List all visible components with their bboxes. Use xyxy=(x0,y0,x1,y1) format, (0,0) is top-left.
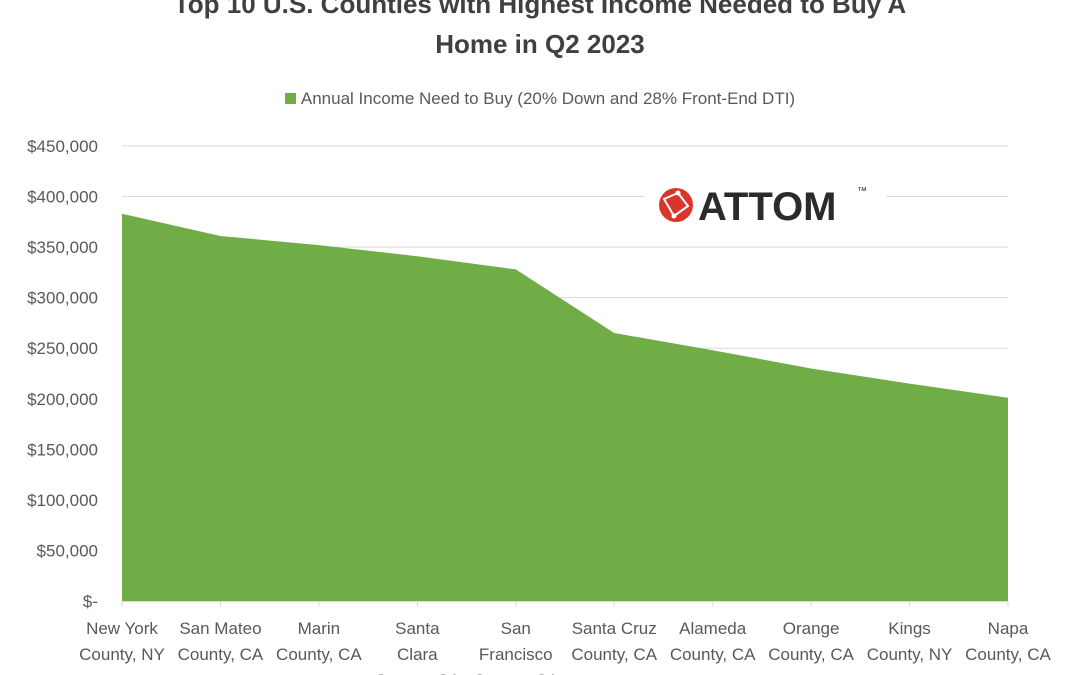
x-tick-label: Napa County, CA xyxy=(965,619,1051,664)
y-tick-label: $- xyxy=(83,592,98,611)
x-tick-label-line: San xyxy=(501,619,531,638)
x-tick-label-line: Orange xyxy=(783,619,840,638)
chart-legend: Annual Income Need to Buy (20% Down and … xyxy=(0,89,1080,109)
y-tick-label: $350,000 xyxy=(27,238,98,257)
x-tick-label-line: Clara xyxy=(397,645,438,664)
x-axis xyxy=(121,601,1009,607)
y-tick-label: $150,000 xyxy=(27,440,98,459)
logo-icon-node xyxy=(675,190,681,196)
attom-network-icon xyxy=(659,188,693,222)
x-tick-label: Orange County, CA xyxy=(768,619,854,664)
x-tick-label: Santa Cruz County, CA xyxy=(571,619,657,664)
y-axis-tick-labels: $- $50,000 $100,000 $150,000 $200,000 $250,00… xyxy=(27,137,98,611)
y-tick-label: $250,000 xyxy=(27,339,98,358)
x-tick-label-line: Kings xyxy=(888,619,931,638)
x-tick-label-line: County, CA xyxy=(473,671,559,675)
x-tick-label-line: County, CA xyxy=(965,645,1051,664)
x-tick-label: San Mateo County, CA xyxy=(178,619,264,664)
x-tick-label-line: New York xyxy=(86,619,158,638)
x-tick-label-line: San Mateo xyxy=(179,619,261,638)
x-tick-label: Alameda County, CA xyxy=(670,619,756,664)
chart-title-line-1: Top 10 U.S. Counties with Highest Income… xyxy=(173,0,907,19)
chart-title-line-2: Home in Q2 2023 xyxy=(435,29,645,59)
series-area xyxy=(121,213,1009,601)
x-tick-label: San Francisco County, CA xyxy=(473,619,559,675)
y-tick-label: $300,000 xyxy=(27,289,98,308)
x-tick-label: Santa Clara County, CA xyxy=(374,619,460,675)
x-tick-label-line: Napa xyxy=(988,619,1029,638)
logo-icon-node xyxy=(671,213,677,219)
x-tick-label: New York County, NY xyxy=(79,619,165,664)
x-tick-label-line: Alameda xyxy=(679,619,747,638)
logo-wordmark: ATTOM xyxy=(698,185,837,229)
x-tick-label-line: County, NY xyxy=(79,645,165,664)
x-tick-label-line: Marin xyxy=(298,619,341,638)
y-tick-label: $450,000 xyxy=(27,137,98,156)
legend-label: Annual Income Need to Buy (20% Down and … xyxy=(300,89,796,108)
y-tick-label: $100,000 xyxy=(27,491,98,510)
logo-trademark: ™ xyxy=(857,186,867,197)
x-tick-label-line: County, NY xyxy=(867,645,953,664)
logo-icon-network xyxy=(662,191,690,218)
y-tick-label: $200,000 xyxy=(27,390,98,409)
x-tick-label-line: County, CA xyxy=(670,645,756,664)
x-tick-label-line: Santa xyxy=(395,619,440,638)
x-tick-label-line: County, CA xyxy=(178,645,264,664)
legend-swatch xyxy=(284,93,296,104)
x-tick-label-line: County, CA xyxy=(276,645,362,664)
series-area-fill xyxy=(122,213,1008,601)
attom-logo: ATTOM ™ xyxy=(644,177,886,233)
y-tick-label: $50,000 xyxy=(37,541,98,560)
x-tick-label: Kings County, NY xyxy=(867,619,953,664)
x-tick-label-line: County, CA xyxy=(768,645,854,664)
x-tick-label-line: County, CA xyxy=(374,671,460,675)
y-tick-label: $400,000 xyxy=(27,188,98,207)
x-tick-label-line: County, CA xyxy=(571,645,657,664)
chart-title: Top 10 U.S. Counties with Highest Income… xyxy=(0,0,1080,64)
x-tick-label-line: Santa Cruz xyxy=(572,619,657,638)
x-tick-label-line: Francisco xyxy=(479,645,553,664)
x-tick-label: Marin County, CA xyxy=(276,619,362,664)
